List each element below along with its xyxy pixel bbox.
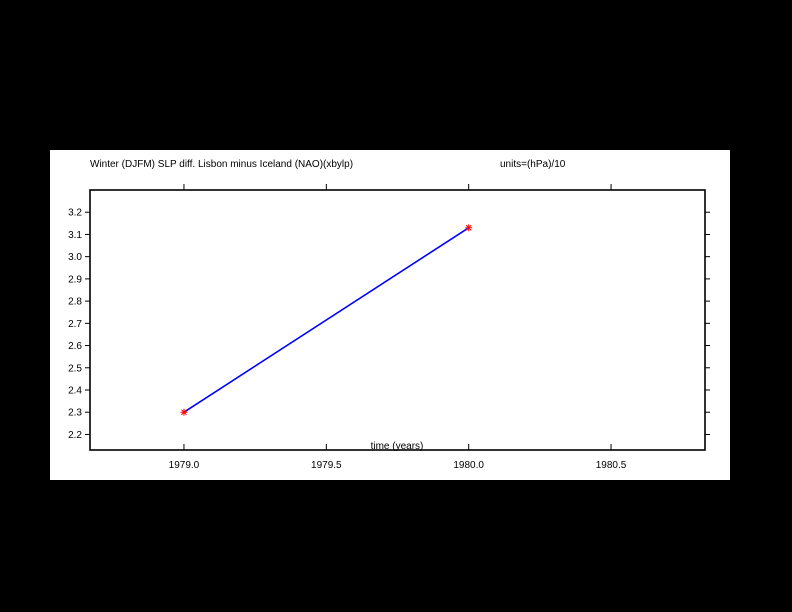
x-tick-label: 1980.5 [596,460,627,471]
y-tick-label: 3.1 [68,230,82,241]
y-tick-label: 2.4 [68,386,82,397]
chart-title: Winter (DJFM) SLP diff. Lisbon minus Ice… [90,159,353,170]
chart-panel [50,150,730,480]
y-tick-label: 2.8 [68,297,82,308]
y-axis: 2.2 2.3 2.4 2.5 2.6 2.7 2.8 2.9 3.0 3.1 3.2 [68,208,710,441]
y-tick-label: 2.6 [68,341,82,352]
x-axis-label: time (years) [371,441,424,452]
x-tick-label: 1980.0 [453,460,484,471]
y-tick-label: 3.0 [68,252,82,263]
y-tick-label: 2.9 [68,274,82,285]
y-tick-label: 2.2 [68,430,82,441]
y-tick-label: 3.2 [68,208,82,219]
x-tick-label: 1979.0 [169,460,200,471]
series-line [183,227,470,413]
x-axis: 1979.0 1979.5 1980.0 1980.5 [169,184,627,471]
data-point [180,408,188,416]
units-label: units=(hPa)/10 [500,159,566,170]
plot-frame [89,189,706,451]
data-point [465,224,473,232]
y-tick-label: 2.7 [68,319,82,330]
x-tick-label: 1979.5 [311,460,342,471]
y-tick-label: 2.5 [68,363,82,374]
series-layer [180,224,473,416]
y-tick-label: 2.3 [68,408,82,419]
